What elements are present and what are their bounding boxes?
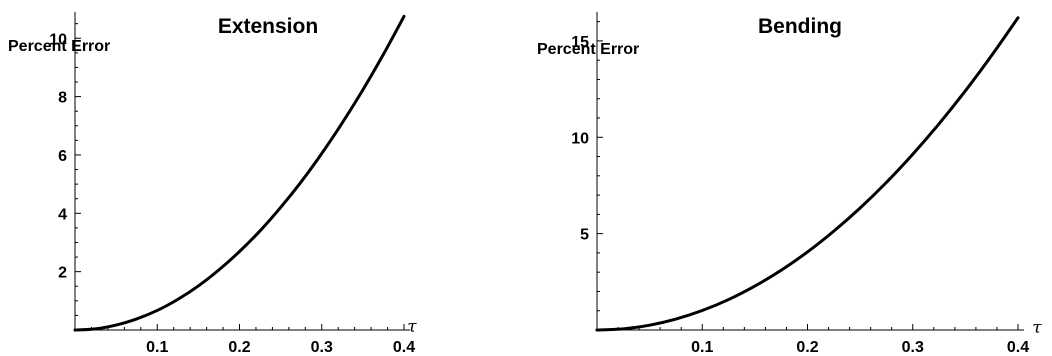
x-tick-label: 0.4 [1007,339,1029,356]
y-tick-label: 6 [58,148,67,165]
series-line-0 [595,16,1020,332]
y-tick-label: 10 [571,130,589,147]
y-axis-label: Percent Error [8,38,110,55]
chart-panel-extension: Extension Percent Error 0.1 0.2 0.3 0.4 2 4 6 8 10… [8,12,417,356]
y-axis-label: Percent Error [537,41,639,58]
x-tick-label: 0.3 [902,339,924,356]
y-tick-label: 10 [49,31,67,48]
y-tick-label: 2 [58,265,67,282]
x-tick-label: 0.4 [393,339,415,356]
series-line-0 [73,14,406,332]
chart-panel-bending: Bending Percent Error 0.1 0.2 0.3 0.4 5 10 15 τ [537,12,1042,356]
y-tick-label: 8 [58,90,67,107]
x-tick-label: 0.3 [311,339,333,356]
y-tick-label: 15 [571,34,589,51]
x-tick-label: 0.1 [691,339,713,356]
y-tick-label: 5 [580,227,589,244]
y-tick-label: 4 [58,206,67,223]
x-tick-label: 0.1 [146,339,168,356]
x-axis-label: τ [1032,318,1042,338]
chart-title: Bending [758,15,842,38]
chart-title: Extension [218,15,318,38]
x-tick-label: 0.2 [228,339,250,356]
x-tick-label: 0.2 [796,339,818,356]
x-axis-label: τ [407,317,417,337]
